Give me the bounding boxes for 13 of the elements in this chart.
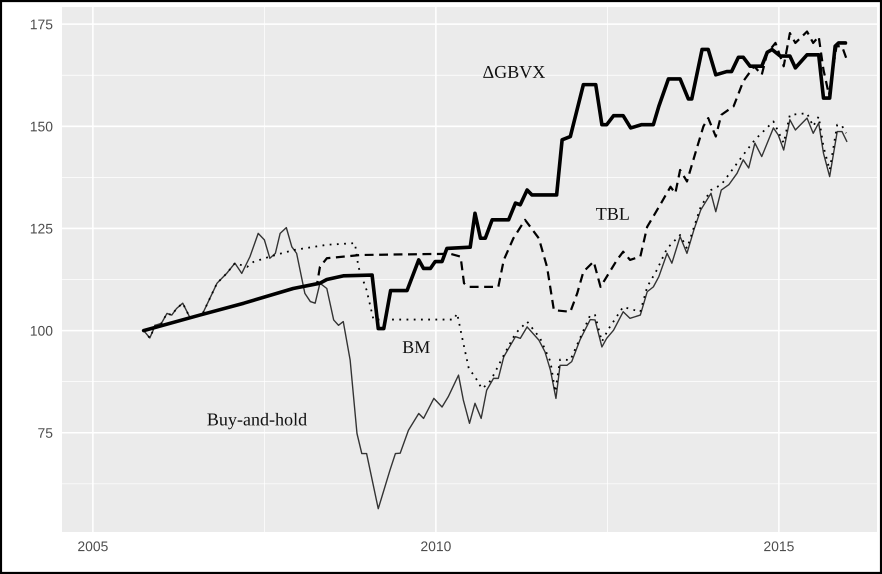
x-tick-label: 2015: [764, 541, 794, 552]
line-series: [142, 117, 848, 510]
y-tick-label: 75: [38, 428, 52, 438]
y-tick-label: 125: [30, 224, 52, 234]
y-tick-label: 100: [30, 326, 52, 336]
y-tick-label: 175: [30, 20, 52, 30]
x-tick-label: 2010: [421, 541, 451, 552]
text: ΔGBVX: [483, 66, 545, 78]
text: Buy-and-hold: [207, 412, 307, 430]
series-label: TBL: [596, 208, 629, 220]
y-tick-label: 150: [30, 122, 52, 132]
series-label: BM: [402, 341, 430, 354]
x-tick-label: 2005: [78, 541, 108, 552]
